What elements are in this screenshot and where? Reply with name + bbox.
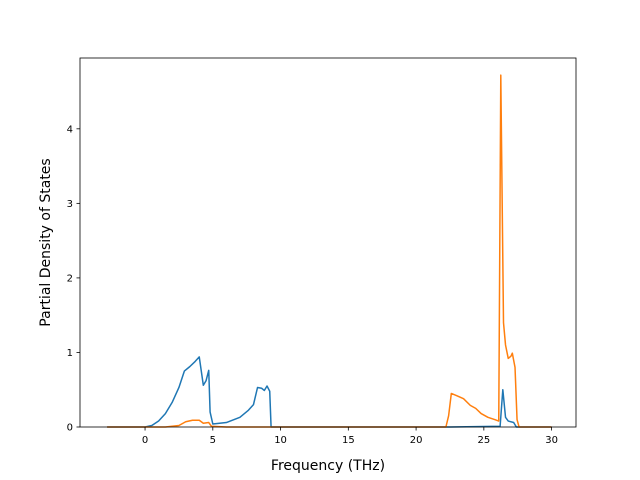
x-tick-label: 10 — [274, 435, 287, 446]
plot-area-frame — [79, 57, 577, 428]
y-tick-label: 4 — [67, 124, 73, 135]
x-tick-label: 20 — [410, 435, 423, 446]
y-axis-ticks: 0 1 2 3 4 — [67, 124, 80, 434]
x-tick-label: 25 — [477, 435, 490, 446]
y-tick-label: 2 — [67, 273, 73, 284]
y-tick-label: 1 — [67, 348, 73, 359]
y-axis-label: Partial Density of States — [38, 158, 54, 326]
y-tick-label: 3 — [67, 199, 73, 210]
x-tick-label: 5 — [210, 435, 216, 446]
x-tick-label: 15 — [342, 435, 355, 446]
x-axis-ticks: 0 5 10 15 20 25 30 — [142, 427, 558, 446]
plot-series — [107, 74, 552, 428]
y-tick-label: 0 — [67, 423, 73, 434]
series-line-2 — [107, 74, 552, 428]
x-axis-label: Frequency (THz) — [271, 458, 385, 474]
series-line-1 — [107, 356, 552, 428]
x-tick-label: 30 — [545, 435, 558, 446]
x-tick-label: 0 — [142, 435, 148, 446]
